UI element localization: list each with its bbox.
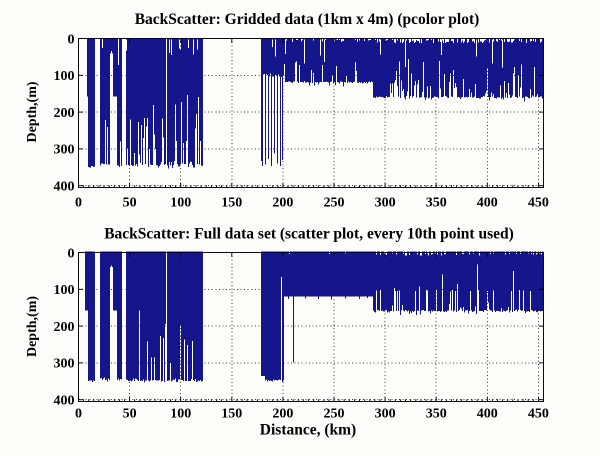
svg-text:50: 50	[123, 407, 137, 422]
svg-text:0: 0	[75, 196, 82, 211]
svg-text:Distance, (km): Distance, (km)	[260, 422, 356, 439]
svg-text:250: 250	[324, 196, 345, 211]
svg-text:300: 300	[54, 143, 75, 158]
svg-text:Depth,(m): Depth,(m)	[25, 296, 40, 357]
svg-text:50: 50	[123, 196, 137, 211]
svg-text:150: 150	[221, 407, 242, 422]
svg-text:200: 200	[54, 320, 75, 335]
svg-text:100: 100	[170, 196, 191, 211]
svg-text:400: 400	[54, 394, 75, 409]
svg-text:300: 300	[54, 357, 75, 372]
svg-text:100: 100	[170, 407, 191, 422]
svg-text:0: 0	[68, 246, 75, 261]
svg-text:BackScatter: Full data set (sc: BackScatter: Full data set (scatter plot…	[104, 226, 514, 243]
svg-text:150: 150	[221, 196, 242, 211]
svg-text:0: 0	[68, 32, 75, 47]
svg-text:450: 450	[528, 407, 549, 422]
svg-text:200: 200	[272, 196, 293, 211]
svg-text:400: 400	[477, 407, 498, 422]
svg-text:100: 100	[54, 69, 75, 84]
svg-text:300: 300	[375, 196, 396, 211]
svg-text:100: 100	[54, 283, 75, 298]
svg-text:400: 400	[54, 180, 75, 195]
svg-text:0: 0	[75, 407, 82, 422]
svg-text:Depth,(m): Depth,(m)	[25, 81, 40, 142]
svg-text:450: 450	[528, 196, 549, 211]
svg-text:350: 350	[426, 407, 447, 422]
svg-text:250: 250	[324, 407, 345, 422]
svg-text:200: 200	[272, 407, 293, 422]
svg-text:200: 200	[54, 106, 75, 121]
svg-text:BackScatter: Gridded data (1km: BackScatter: Gridded data (1km x 4m) (pc…	[135, 11, 480, 28]
svg-text:300: 300	[375, 407, 396, 422]
svg-text:400: 400	[477, 196, 498, 211]
svg-text:350: 350	[426, 196, 447, 211]
